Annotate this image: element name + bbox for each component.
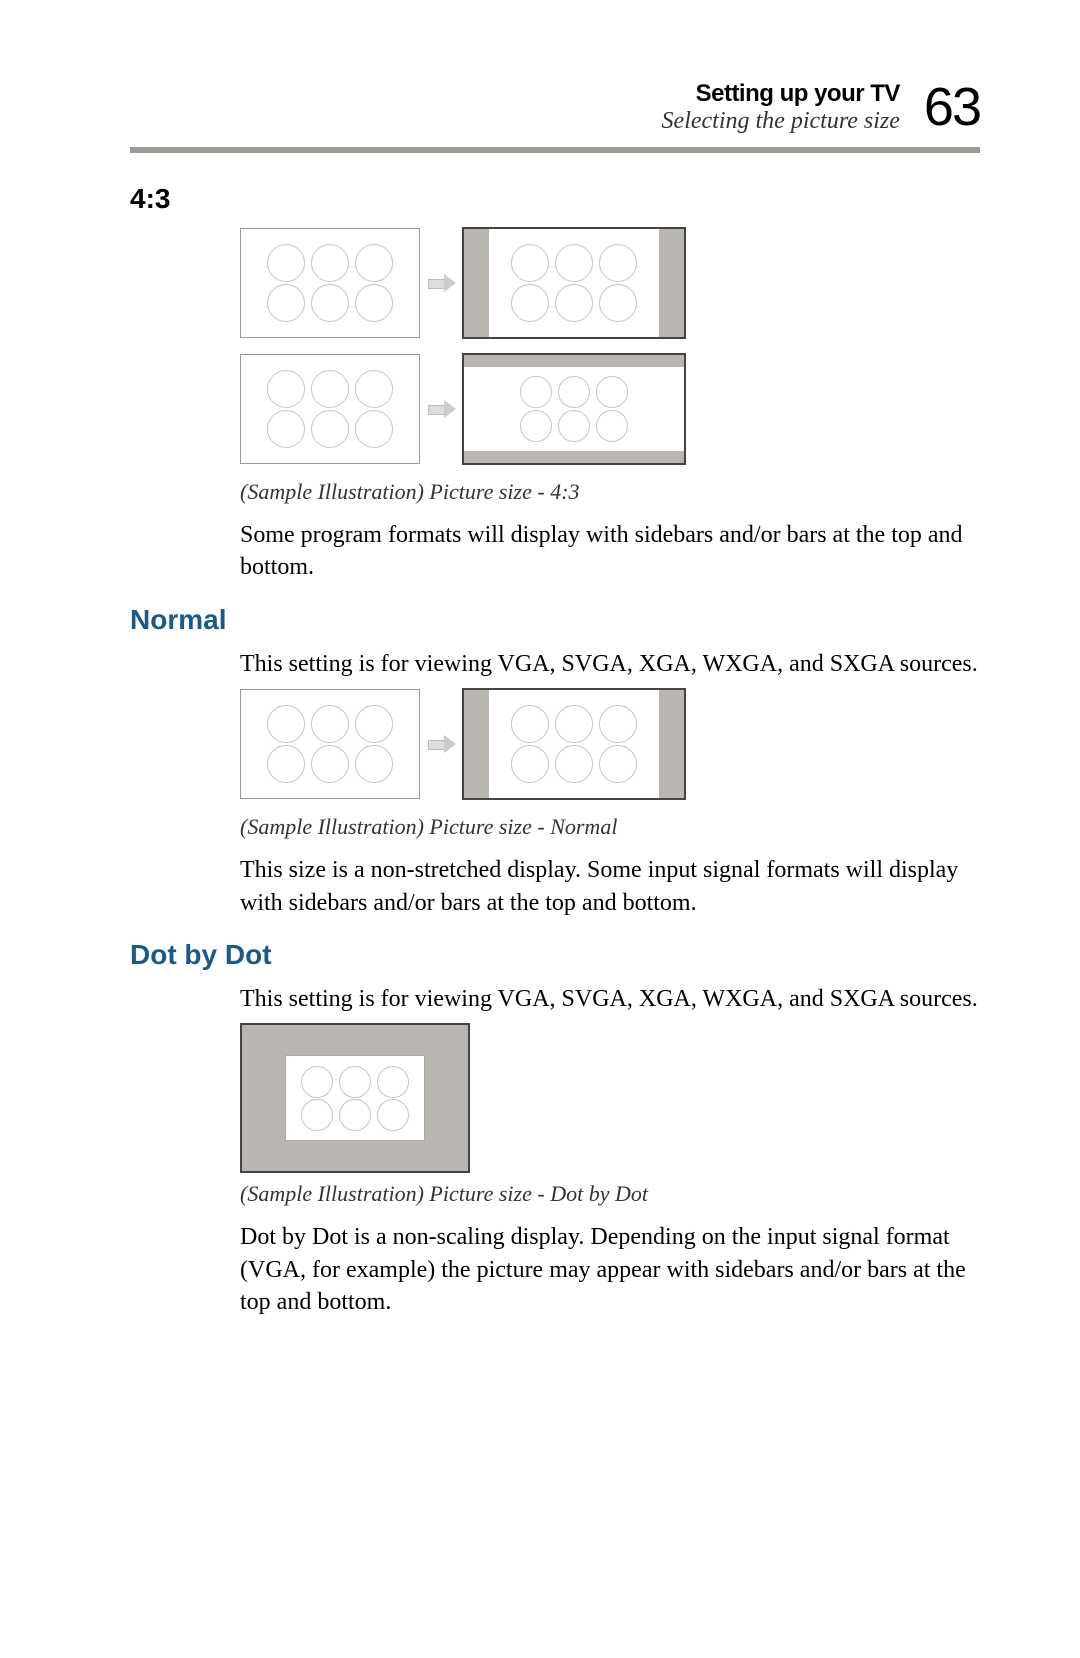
illustration-row: [240, 688, 980, 800]
intro-dot-by-dot: This setting is for viewing VGA, SVGA, X…: [240, 983, 980, 1015]
illustration-4-3: [240, 227, 980, 465]
source-panel: [240, 354, 420, 464]
illustration-row: [240, 227, 980, 339]
result-panel-pillarbox: [462, 227, 686, 339]
arrow-icon: [426, 399, 456, 419]
heading-normal: Normal: [130, 604, 980, 636]
page-header: Setting up your TV Selecting the picture…: [130, 80, 980, 135]
caption-normal: (Sample Illustration) Picture size - Nor…: [240, 814, 980, 840]
caption-dot-by-dot: (Sample Illustration) Picture size - Dot…: [240, 1181, 980, 1207]
body-normal: This size is a non-stretched display. So…: [240, 854, 980, 919]
intro-normal: This setting is for viewing VGA, SVGA, X…: [240, 648, 980, 680]
page-number: 63: [924, 80, 980, 134]
result-panel-pillarbox: [462, 688, 686, 800]
illustration-normal: [240, 688, 980, 800]
header-text-block: Setting up your TV Selecting the picture…: [662, 80, 900, 135]
result-panel-letterbox: [462, 353, 686, 465]
illustration-row: [240, 353, 980, 465]
heading-dot-by-dot: Dot by Dot: [130, 939, 980, 971]
source-panel: [240, 689, 420, 799]
arrow-icon: [426, 273, 456, 293]
header-divider: [130, 147, 980, 153]
result-panel-windowbox: [240, 1023, 470, 1173]
body-dot-by-dot: Dot by Dot is a non-scaling display. Dep…: [240, 1221, 980, 1318]
chapter-title: Setting up your TV: [662, 80, 900, 108]
illustration-dot-by-dot: [240, 1023, 980, 1173]
section-subtitle: Selecting the picture size: [662, 108, 900, 135]
caption-4-3: (Sample Illustration) Picture size - 4:3: [240, 479, 980, 505]
heading-4-3: 4:3: [130, 183, 980, 215]
arrow-icon: [426, 734, 456, 754]
body-4-3: Some program formats will display with s…: [240, 519, 980, 584]
source-panel: [240, 228, 420, 338]
